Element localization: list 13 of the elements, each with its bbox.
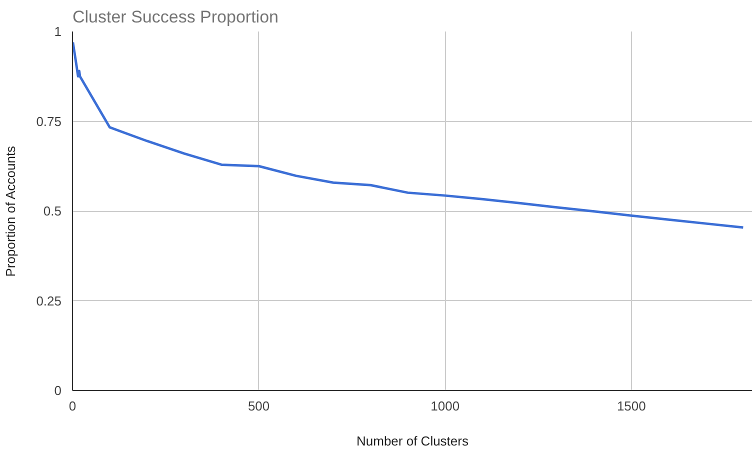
x-tick-label: 1500 [616,398,646,414]
x-tick-label: 1000 [430,398,460,414]
chart-title: Cluster Success Proportion [72,8,278,26]
y-tick-label: 0 [54,383,62,398]
y-tick-label: 0.25 [36,293,62,308]
x-tick-label: 0 [68,398,76,414]
x-tick-label: 500 [248,398,270,414]
y-tick-label: 0.5 [43,204,62,218]
y-axis-title: Proportion of Accounts [3,145,18,277]
line-series [72,41,744,229]
y-tick-label: 0.75 [36,114,62,129]
y-tick-label: 1 [54,24,62,39]
x-axis-title: Number of Clusters [356,434,469,448]
